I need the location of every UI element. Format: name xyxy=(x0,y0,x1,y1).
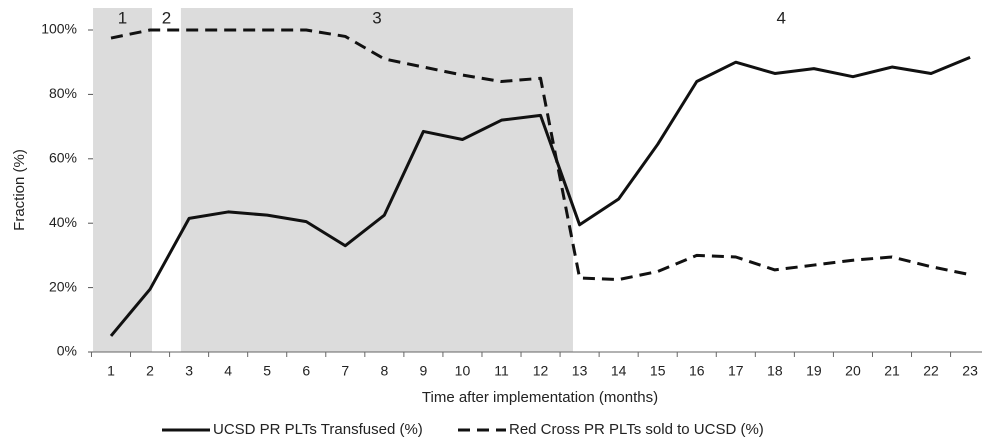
phase-band xyxy=(180,8,573,352)
phase-label: 4 xyxy=(777,8,786,27)
y-tick-label: 20% xyxy=(49,278,77,294)
x-tick-label: 14 xyxy=(611,363,627,379)
series-line xyxy=(110,28,971,282)
x-tick-label: 9 xyxy=(420,363,428,379)
phase-layer xyxy=(93,8,573,352)
x-tick-label: 7 xyxy=(341,363,349,379)
x-axis-title: Time after implementation (months) xyxy=(422,389,658,406)
y-tick-label: 100% xyxy=(41,21,77,37)
y-tick-label: 0% xyxy=(57,343,77,359)
y-tick-label: 60% xyxy=(49,150,77,166)
x-tick-label: 12 xyxy=(533,363,549,379)
x-tick-label: 10 xyxy=(455,363,471,379)
legend-label: UCSD PR PLTs Transfused (%) xyxy=(213,421,423,438)
x-tick-label: 20 xyxy=(845,363,861,379)
x-tick-label: 1 xyxy=(107,363,115,379)
x-tick-label: 4 xyxy=(224,363,232,379)
phase-label: 3 xyxy=(372,8,381,27)
phase-label: 1 xyxy=(118,8,127,27)
x-tick-label: 11 xyxy=(494,363,509,379)
phase-label: 2 xyxy=(162,8,171,27)
y-tick-label: 80% xyxy=(49,85,77,101)
x-tick-label: 13 xyxy=(572,363,588,379)
x-tick-label: 3 xyxy=(185,363,193,379)
x-tick-label: 2 xyxy=(146,363,154,379)
x-tick-label: 19 xyxy=(806,363,822,379)
x-tick-label: 16 xyxy=(689,363,705,379)
x-tick-label: 18 xyxy=(767,363,783,379)
x-tick-label: 17 xyxy=(728,363,744,379)
x-tick-label: 23 xyxy=(962,363,978,379)
x-tick-label: 8 xyxy=(380,363,388,379)
x-tick-label: 21 xyxy=(884,363,900,379)
x-tick-label: 15 xyxy=(650,363,666,379)
x-tick-label: 5 xyxy=(263,363,271,379)
x-tick-label: 6 xyxy=(302,363,310,379)
y-axis-title: Fraction (%) xyxy=(11,149,28,231)
x-tick-label: 22 xyxy=(923,363,939,379)
legend-label: Red Cross PR PLTs sold to UCSD (%) xyxy=(509,421,764,438)
series-line xyxy=(109,55,971,337)
y-tick-label: 40% xyxy=(49,214,77,230)
phase-band xyxy=(93,8,153,352)
